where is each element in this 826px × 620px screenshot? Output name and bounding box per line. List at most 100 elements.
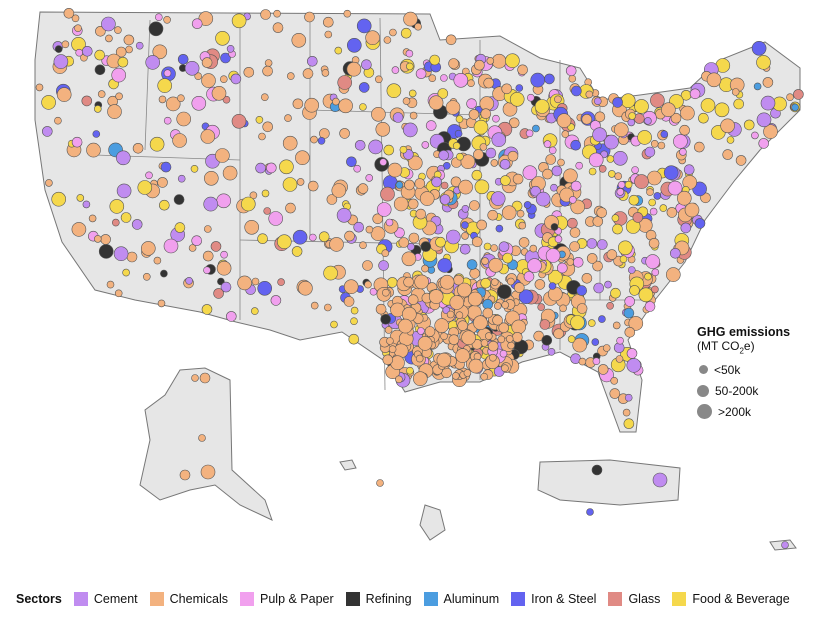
facility-point-cement (145, 55, 160, 70)
facility-point-chemicals (439, 274, 455, 290)
facility-point-pulp-paper (645, 254, 661, 269)
facility-point-chemicals (501, 83, 513, 95)
facility-point-pulp-paper (751, 131, 759, 140)
facility-point-iron-steel (220, 52, 231, 64)
facility-point-food-beverage (437, 88, 449, 99)
facility-point-iron-steel (356, 18, 372, 34)
facility-point-pulp-paper (415, 68, 427, 79)
facility-point-chemicals (204, 171, 219, 186)
facility-point-food-beverage (570, 315, 585, 330)
facility-point-chemicals (319, 128, 330, 139)
facility-point-chemicals (512, 173, 524, 185)
facility-point-chemicals (445, 100, 461, 115)
facility-point-chemicals (322, 16, 334, 28)
facility-point-chemicals (468, 109, 480, 120)
facility-point-iron-steel (586, 508, 594, 516)
facility-point-chemicals (321, 69, 330, 77)
facility-point-aluminum (395, 181, 404, 189)
facility-point-food-beverage (251, 307, 259, 315)
facility-point-chemicals (35, 83, 44, 92)
facility-point-chemicals (387, 162, 403, 178)
facility-point-cement (626, 358, 642, 373)
facility-point-pulp-paper (440, 74, 448, 82)
region-puerto-rico (537, 459, 681, 506)
facility-point-cement (203, 196, 218, 212)
facility-point-pulp-paper (492, 114, 500, 123)
facility-point-chemicals (54, 116, 62, 125)
facility-point-chemicals (114, 289, 123, 298)
facility-point-cement (644, 117, 652, 125)
facility-point-iron-steel (317, 137, 326, 145)
facility-point-chemicals (585, 90, 594, 99)
facility-point-chemicals (428, 289, 444, 304)
facility-point-chemicals (407, 294, 419, 306)
facility-map (34, 8, 804, 551)
facility-point-food-beverage (500, 175, 511, 186)
facility-point-chemicals (201, 57, 213, 68)
facility-point-chemicals (615, 355, 624, 363)
facility-point-pulp-paper (425, 120, 437, 131)
facility-point-chemicals (198, 11, 214, 26)
facility-point-chemicals (568, 74, 577, 83)
facility-point-chemicals (480, 372, 489, 381)
facility-point-chemicals (449, 295, 465, 310)
facility-point-food-beverage (505, 53, 520, 69)
state-border (144, 19, 151, 151)
facility-point-pulp-paper (145, 171, 153, 180)
facility-point-chemicals (370, 226, 386, 241)
facility-point-chemicals (329, 237, 344, 252)
facility-point-chemicals (542, 168, 553, 180)
facility-point-chemicals (165, 96, 181, 112)
facility-point-chemicals (554, 95, 562, 104)
facility-point-cement (535, 191, 551, 207)
facility-point-chemicals (201, 73, 216, 88)
facility-point-chemicals (561, 130, 570, 138)
facility-point-pulp-paper (365, 174, 374, 182)
facility-point-pulp-paper (575, 161, 584, 170)
facility-point-iron-steel (653, 192, 662, 200)
facility-point-food-beverage (255, 116, 264, 124)
facility-point-chemicals (581, 114, 593, 125)
facility-point-chemicals (458, 179, 473, 195)
facility-point-cement (683, 164, 695, 175)
facility-point-food-beverage (318, 231, 330, 242)
facility-point-pulp-paper (616, 188, 625, 196)
facility-point-glass (231, 114, 247, 129)
facility-point-cement (368, 139, 383, 155)
facility-point-iron-steel (612, 97, 623, 108)
facility-point-chemicals (362, 260, 373, 271)
facility-point-food-beverage (638, 287, 654, 303)
facility-point-pulp-paper (624, 296, 636, 307)
facility-point-chemicals (518, 237, 530, 248)
facility-point-cement (760, 95, 776, 111)
facility-point-pulp-paper (526, 93, 535, 102)
size-legend-small: <50k (697, 359, 790, 380)
facility-point-pulp-paper (163, 116, 172, 125)
facility-point-chemicals (666, 207, 678, 218)
facility-point-pulp-paper (667, 180, 683, 196)
facility-point-chemicals (152, 44, 168, 60)
legend-item-refining: Refining (345, 592, 412, 606)
facility-point-glass (598, 165, 607, 173)
facility-point-chemicals (594, 111, 606, 123)
legend-item-pulp-paper: Pulp & Paper (240, 592, 334, 606)
size-legend: GHG emissions (MT CO2e) <50k 50-200k >20… (697, 325, 790, 422)
facility-point-food-beverage (429, 54, 441, 66)
facility-point-chemicals (258, 132, 266, 141)
facility-point-pulp-paper (523, 271, 535, 282)
facility-point-chemicals (578, 357, 587, 366)
facility-point-pulp-paper (626, 348, 638, 359)
facility-point-pulp-paper (270, 295, 282, 306)
facility-point-chemicals (676, 190, 692, 206)
facility-point-food-beverage (120, 212, 132, 223)
facility-point-chemicals (428, 74, 437, 82)
facility-point-chemicals (505, 335, 514, 343)
facility-point-chemicals (529, 244, 538, 253)
facility-point-chemicals (346, 61, 362, 77)
facility-point-iron-steel (92, 130, 101, 138)
facility-point-chemicals (468, 358, 484, 374)
facility-point-cement (644, 146, 656, 158)
facility-point-cement (586, 238, 598, 249)
facility-point-chemicals (586, 253, 598, 264)
facility-points (35, 8, 804, 549)
